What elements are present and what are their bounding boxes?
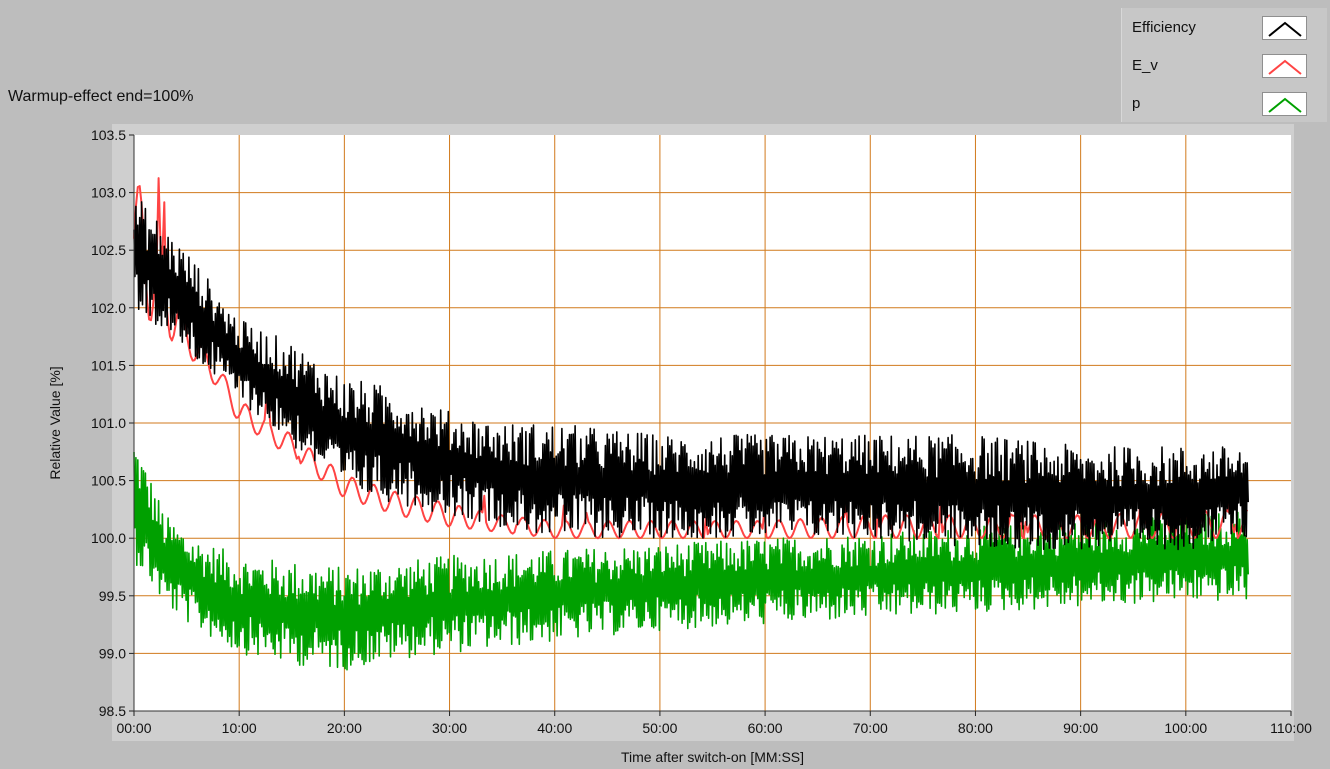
y-tick-label: 98.5 <box>99 703 126 719</box>
x-tick-label: 40:00 <box>537 720 572 736</box>
legend-item-efficiency[interactable]: Efficiency <box>1122 14 1327 44</box>
x-tick-label: 60:00 <box>748 720 783 736</box>
series-line-efficiency <box>133 201 1249 551</box>
y-tick-label: 102.0 <box>91 300 126 316</box>
e-v-line-swatch-icon <box>1262 54 1307 78</box>
series-layer <box>133 177 1249 671</box>
x-tick-label: 00:00 <box>116 720 151 736</box>
efficiency-line-swatch-icon <box>1262 16 1307 40</box>
x-tick-label: 30:00 <box>432 720 467 736</box>
y-tick-label: 103.0 <box>91 185 126 201</box>
legend-item-p[interactable]: p <box>1122 90 1327 120</box>
legend-label-p: p <box>1132 95 1141 112</box>
y-axis-label: Relative Value [%] <box>47 366 63 479</box>
x-tick-label: 90:00 <box>1063 720 1098 736</box>
y-tick-label: 103.5 <box>91 127 126 143</box>
y-tick-label: 99.0 <box>99 645 126 661</box>
x-tick-label: 20:00 <box>327 720 362 736</box>
axes: 98.5 99.0 99.5 100.0 100.5 101.0 101.5 102.0 102… <box>91 127 1312 736</box>
y-tick-label: 101.0 <box>91 415 126 431</box>
series-line-e-v <box>133 177 1249 540</box>
x-tick-label: 70:00 <box>853 720 888 736</box>
legend-label-e-v: E_v <box>1132 57 1158 74</box>
legend-item-e-v[interactable]: E_v <box>1122 52 1327 82</box>
y-tick-label: 99.5 <box>99 588 126 604</box>
plot-legend[interactable]: Efficiency E_v p <box>1121 8 1327 122</box>
chart-panel-title: Warmup-effect end=100% <box>8 88 194 105</box>
series-line-p <box>133 451 1249 671</box>
y-tick-label: 100.5 <box>91 473 126 489</box>
y-tick-label: 102.5 <box>91 242 126 258</box>
x-tick-label: 50:00 <box>642 720 677 736</box>
x-tick-label: 10:00 <box>222 720 257 736</box>
legend-label-efficiency: Efficiency <box>1132 19 1196 36</box>
x-axis-label: Time after switch-on [MM:SS] <box>621 749 804 765</box>
y-tick-label: 100.0 <box>91 530 126 546</box>
x-tick-label: 100:00 <box>1164 720 1207 736</box>
y-tick-label: 101.5 <box>91 357 126 373</box>
x-tick-label: 80:00 <box>958 720 993 736</box>
x-tick-label: 110:00 <box>1270 720 1312 736</box>
p-line-swatch-icon <box>1262 92 1307 116</box>
